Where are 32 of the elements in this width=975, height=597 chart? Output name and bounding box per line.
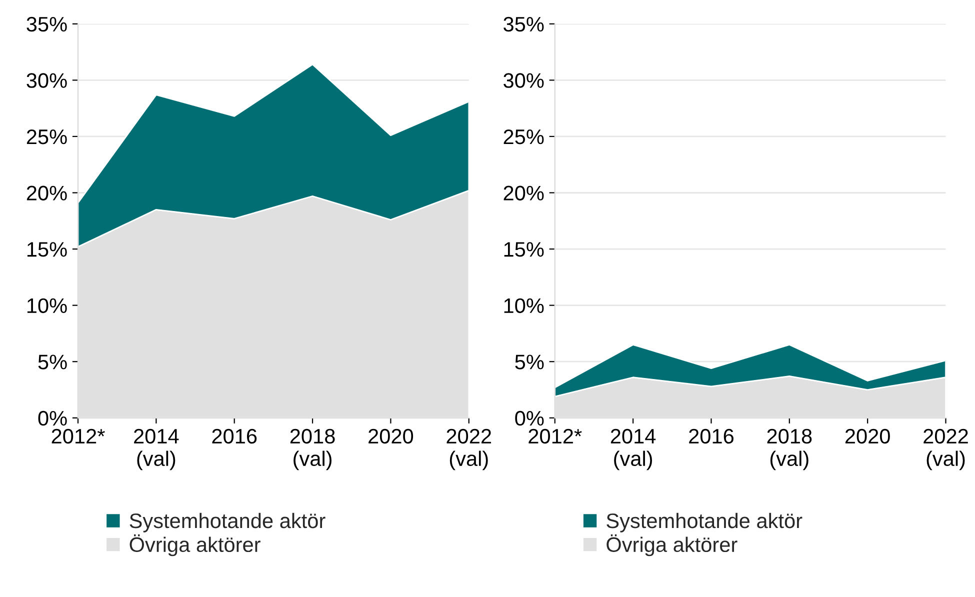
y-tick-label: 5% — [38, 354, 67, 370]
x-tick-label: 2016 — [212, 428, 257, 444]
y-tick-label: 20% — [26, 186, 67, 200]
x-tick-label: 2020 — [845, 428, 890, 444]
x-tick-label: 2018 (val) — [290, 428, 335, 470]
x-tick-label: 2016 — [689, 428, 734, 444]
x-tick-label: 2018 (val) — [767, 428, 812, 470]
y-tick-label: 30% — [26, 73, 67, 88]
y-tick-label: 25% — [504, 129, 544, 144]
y-tick-label: 35% — [504, 16, 544, 32]
y-tick-label: 15% — [504, 242, 544, 257]
y-tick-label: 10% — [504, 298, 544, 314]
x-tick-label: 2020 — [368, 428, 414, 444]
x-tick-label: 2022 (val) — [446, 428, 492, 470]
legend-label: Systemhotande aktör — [606, 512, 802, 532]
x-tick-label: 2012* — [52, 428, 105, 444]
legend-label: Systemhotande aktör — [130, 512, 326, 532]
y-tick-label: 30% — [504, 73, 544, 88]
x-tick-label: 2014 (val) — [134, 428, 179, 470]
x-tick-label: 2012* — [528, 428, 582, 444]
x-tick-label: 2022 (val) — [924, 428, 968, 470]
y-tick-label: 0% — [515, 410, 544, 426]
y-tick-label: 20% — [504, 186, 544, 200]
x-tick-label: 2014 (val) — [610, 428, 656, 470]
legend-label: Övriga aktörer — [606, 534, 738, 556]
y-tick-label: 35% — [26, 16, 67, 32]
y-tick-label: 5% — [515, 354, 544, 370]
y-tick-label: 25% — [26, 129, 67, 144]
y-tick-label: 0% — [38, 410, 67, 426]
legend-label: Övriga aktörer — [130, 534, 260, 556]
y-tick-label: 10% — [27, 298, 67, 314]
y-tick-label: 15% — [27, 242, 67, 257]
